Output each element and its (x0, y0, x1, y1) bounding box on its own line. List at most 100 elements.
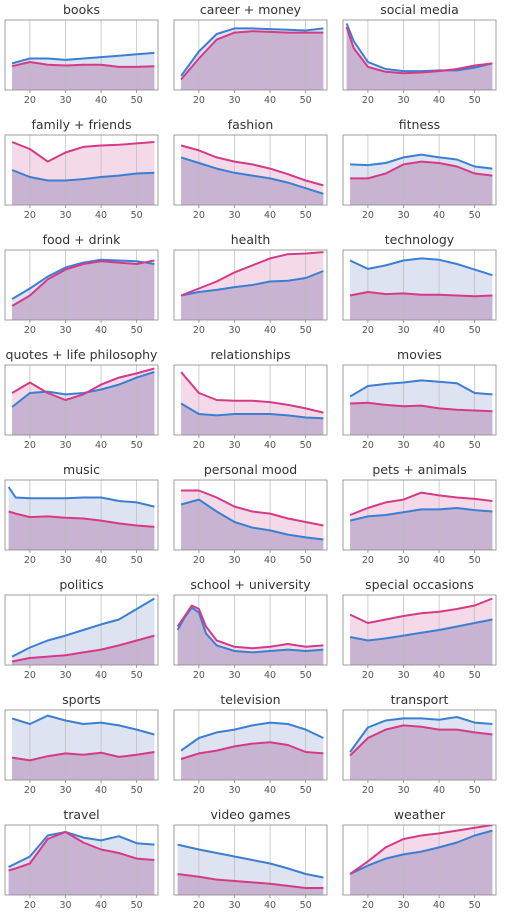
series-line-blue (180, 27, 324, 77)
series-line-pink (349, 597, 493, 624)
tick-label: 40 (433, 900, 445, 911)
tick-label: 30 (228, 670, 240, 681)
tick-label: 50 (300, 900, 312, 911)
tick-label: 30 (397, 555, 409, 566)
panel-frame (4, 824, 159, 896)
panel-title: social media (380, 2, 459, 17)
area-overlap (350, 619, 493, 665)
tick-label: 20 (362, 555, 374, 566)
panel-title: relationships (211, 347, 291, 362)
panel-quotes-and-life-philosophy: quotes + life philosophy 20 30 40 50 (4, 347, 159, 451)
tick-label: 20 (24, 210, 36, 221)
series-line-blue (180, 498, 324, 541)
area-overlap (350, 402, 493, 435)
plot-area (176, 595, 324, 665)
tick-label: 40 (433, 785, 445, 796)
tick-label: 40 (433, 210, 445, 221)
panel-frame (4, 364, 159, 436)
tick-label: 30 (59, 325, 71, 336)
series-line-blue (349, 618, 493, 642)
panel-frame (173, 594, 328, 666)
panel-frame (342, 364, 497, 436)
panel-social-media: social media 20 30 40 50 (342, 2, 497, 106)
tick-label: 30 (228, 325, 240, 336)
series-line-blue (349, 379, 493, 398)
tick-label: 40 (433, 440, 445, 451)
series-line-pink (345, 26, 493, 75)
tick-label: 50 (300, 95, 312, 106)
panel-technology: technology 20 30 40 50 (342, 232, 497, 336)
area-overlap (12, 372, 155, 435)
tick-label: 20 (24, 785, 36, 796)
panel-title: video games (210, 807, 290, 822)
panel-frame (173, 134, 328, 206)
series-line-pink (180, 741, 324, 760)
panel-sports: sports 20 30 40 50 (4, 692, 159, 796)
tick-label: 30 (59, 670, 71, 681)
plot-area (180, 135, 324, 205)
tick-label: 50 (300, 325, 312, 336)
panel-frame (342, 709, 497, 781)
tick-label: 40 (95, 555, 107, 566)
tick-label: 50 (300, 555, 312, 566)
panel-frame (173, 249, 328, 321)
tick-label: 30 (397, 440, 409, 451)
plot-area (11, 365, 155, 435)
tick-label: 30 (228, 555, 240, 566)
series-line-pink (11, 259, 155, 307)
panel-music: music 20 30 40 50 (4, 462, 159, 566)
tick-label: 40 (95, 210, 107, 221)
series-line-pink (11, 634, 155, 663)
tick-label: 50 (469, 325, 481, 336)
tick-label: 30 (59, 440, 71, 451)
series-line-pink (349, 724, 493, 757)
tick-label: 50 (131, 785, 143, 796)
tick-label: 30 (228, 210, 240, 221)
tick-label: 40 (95, 440, 107, 451)
tick-label: 30 (397, 325, 409, 336)
tick-label: 20 (193, 785, 205, 796)
panel-food-and-drink: food + drink 20 30 40 50 (4, 232, 159, 336)
tick-label: 20 (193, 325, 205, 336)
series-line-blue (180, 721, 324, 752)
panel-title: weather (394, 807, 446, 822)
tick-label: 30 (397, 95, 409, 106)
area-overlap (12, 261, 155, 320)
tick-label: 20 (193, 210, 205, 221)
series-line-blue (180, 270, 324, 297)
tick-label: 40 (433, 555, 445, 566)
series-line-pink (177, 873, 324, 889)
area-overlap (12, 635, 155, 665)
plot-area (180, 365, 324, 435)
tick-label: 20 (24, 325, 36, 336)
tick-label: 20 (362, 900, 374, 911)
panel-transport: transport 20 30 40 50 (342, 692, 497, 796)
series-line-blue (180, 156, 324, 195)
panel-frame (4, 19, 159, 91)
series-line-pink (11, 141, 155, 163)
panel-title: fitness (399, 117, 440, 132)
panel-title: movies (397, 347, 442, 362)
area-overlap (346, 27, 493, 90)
plot-area (8, 825, 155, 895)
tick-label: 20 (362, 95, 374, 106)
series-line-blue (176, 606, 324, 654)
area-overlap (8, 511, 155, 550)
area-overlap (181, 271, 324, 320)
panel-frame (4, 709, 159, 781)
panel-title: television (220, 692, 280, 707)
series-line-blue (11, 371, 155, 408)
tick-label: 30 (397, 900, 409, 911)
series-line-pink (350, 401, 493, 413)
tick-label: 30 (397, 670, 409, 681)
panel-title: personal mood (204, 462, 297, 477)
panel-school-and-university: school + university 20 30 40 50 (173, 577, 328, 681)
plot-area (177, 825, 324, 895)
plot-area (11, 250, 155, 320)
panel-personal-mood: personal mood 20 30 40 50 (173, 462, 328, 566)
tick-label: 20 (193, 670, 205, 681)
tick-label: 40 (264, 785, 276, 796)
area-overlap (12, 752, 155, 780)
panel-fashion: fashion 20 30 40 50 (173, 117, 328, 221)
area-overlap (181, 742, 324, 780)
